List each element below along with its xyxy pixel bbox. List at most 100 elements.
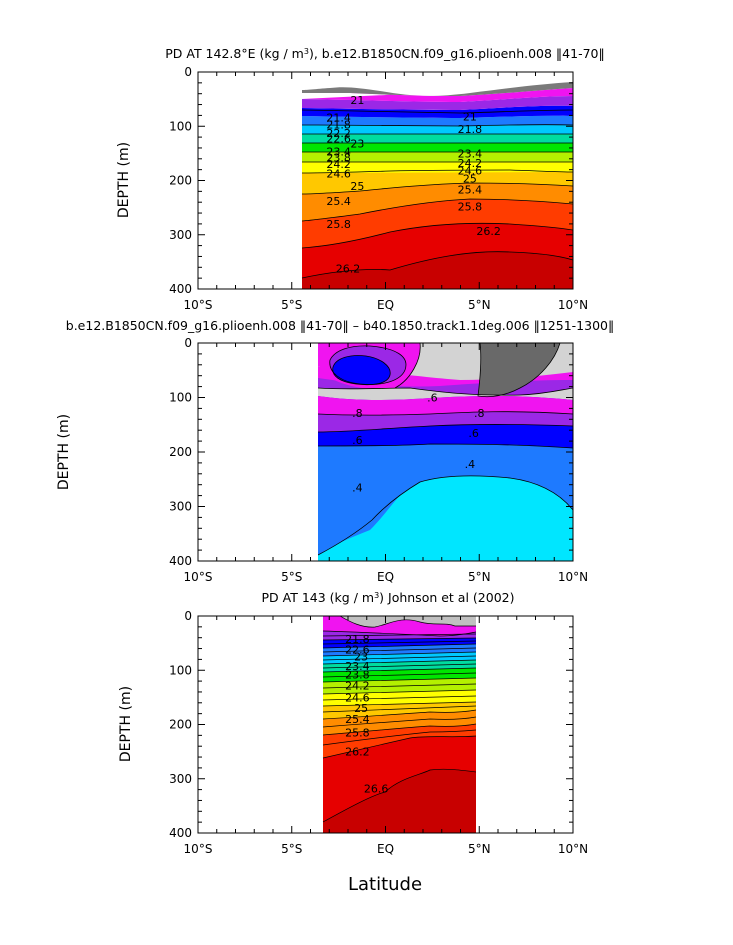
- x-tick-label: 5°S: [281, 298, 302, 312]
- contour-label: 25: [354, 702, 368, 715]
- panel-1-contour-lines: [301, 109, 573, 279]
- contour-label: 24.6: [458, 165, 483, 178]
- panel-1: PD AT 142.8°E (kg / m3), b.e12.B1850CN.f…: [116, 46, 605, 312]
- contour-label: 23.8: [326, 152, 351, 165]
- contour-label: 26.6: [364, 783, 389, 796]
- panel-1-band-21-8: [302, 96, 573, 110]
- contour-label: 21.8: [345, 633, 370, 646]
- panel-2-band-lower-violet: [318, 411, 573, 432]
- panel-1-band-22-6: [302, 115, 573, 126]
- contour-label: .8: [352, 407, 363, 420]
- y-tick-label: 0: [184, 609, 192, 623]
- panel-2-ticks: 10°S 5°S EQ 5°N 10°N 0 100 200 300 400: [169, 336, 588, 584]
- contour-label: 25.8: [458, 201, 483, 214]
- contour-label: 23: [354, 651, 368, 664]
- contour-label: 25.4: [326, 195, 351, 208]
- panel-2-ylabel: DEPTH (m): [56, 414, 72, 490]
- x-tick-label: 10°N: [558, 842, 588, 856]
- contour-label: 25.4: [345, 713, 370, 726]
- panel-2-contour-lines: [317, 343, 573, 556]
- panel-2-band-darkgrey: [478, 343, 560, 397]
- panel-1-field: 212121.421.821.822.222.62323.423.423.824…: [198, 72, 573, 289]
- panel-1-contour-labels: 212121.421.821.822.222.62323.423.423.824…: [326, 94, 501, 275]
- x-tick-label: 10°N: [558, 570, 588, 584]
- panel-2: b.e12.B1850CN.f09_g16.plioenh.008 ‖41-70…: [56, 318, 614, 584]
- contour-label: 22.2: [326, 127, 351, 140]
- contour-label: 24.6: [345, 691, 370, 704]
- panel-1-band-23: [302, 124, 573, 134]
- panel-2-band-deep-blue: [318, 424, 573, 448]
- contour-label: 23.8: [345, 669, 370, 682]
- y-tick-label: 0: [184, 336, 192, 350]
- y-tick-label: 200: [169, 445, 192, 459]
- panel-1-title: PD AT 142.8°E (kg / m3), b.e12.B1850CN.f…: [165, 46, 605, 61]
- y-tick-label: 0: [184, 65, 192, 79]
- contour-label: 24.6: [326, 167, 351, 180]
- contour-label: 26.2: [345, 746, 370, 759]
- panel-1-mask: [198, 72, 573, 289]
- panel-2-contour-labels: .6 .8 .8 .6 .6 .4 .4: [352, 392, 484, 495]
- panel-2-band-lower-lightgrey: [318, 388, 573, 400]
- x-tick-label: 10°S: [184, 842, 213, 856]
- panel-1-band-22-2: [302, 105, 573, 118]
- x-tick-label: 5°N: [468, 570, 491, 584]
- contour-label: 25.8: [326, 218, 351, 231]
- panel-1-band-24-2: [302, 151, 573, 162]
- panel-1-band-23-8: [302, 142, 573, 152]
- contour-label: 21.8: [326, 119, 351, 132]
- y-tick-label: 300: [169, 500, 192, 514]
- y-tick-label: 400: [169, 554, 192, 568]
- contour-label: 26.2: [336, 262, 361, 275]
- y-tick-label: 100: [169, 663, 192, 677]
- y-tick-label: 100: [169, 391, 192, 405]
- contour-label: 23.4: [458, 147, 483, 160]
- x-tick-label: 10°S: [184, 570, 213, 584]
- panel-1-band-26-2: [302, 223, 573, 278]
- x-tick-label: EQ: [377, 298, 394, 312]
- contour-label: 21.4: [326, 112, 351, 125]
- y-tick-label: 400: [169, 826, 192, 840]
- panel-3-ylabel: DEPTH (m): [118, 686, 134, 762]
- contour-label: .6: [352, 434, 363, 447]
- contour-label: 21: [463, 110, 477, 123]
- x-tick-label: 5°S: [281, 570, 302, 584]
- x-tick-label: 5°N: [468, 298, 491, 312]
- contour-label: 21.8: [458, 123, 483, 136]
- panel-2-core-blue: [332, 355, 391, 385]
- panel-1-band-25-8: [302, 199, 573, 248]
- contour-label: 24.2: [326, 158, 351, 171]
- contour-label: 24.2: [458, 157, 483, 170]
- panel-3-ticks: 10°S 5°S EQ 5°N 10°N 0 100 200 300 400: [169, 609, 588, 856]
- y-tick-label: 100: [169, 119, 192, 133]
- contour-label: 25.8: [345, 727, 370, 740]
- contour-label: .4: [352, 481, 363, 494]
- panel-3-title: PD AT 143 (kg / m3) Johnson et al (2002): [262, 590, 515, 605]
- contour-label: 26.2: [476, 225, 501, 238]
- y-tick-label: 300: [169, 772, 192, 786]
- contour-label: 23.4: [345, 660, 370, 673]
- panel-2-field: .6 .8 .8 .6 .6 .4 .4: [198, 343, 573, 561]
- contour-label: 25: [463, 172, 477, 185]
- y-tick-label: 300: [169, 228, 192, 242]
- x-tick-label: 10°S: [184, 298, 213, 312]
- panel-1-ticks: 10°S 5°S EQ 5°N 10°N 0 100 200 300 400: [169, 65, 588, 312]
- contour-label: 22.6: [345, 644, 370, 657]
- contour-label: 25.4: [458, 184, 483, 197]
- x-tick-label: EQ: [377, 842, 394, 856]
- x-tick-label: 5°N: [468, 842, 491, 856]
- contour-label: 24.2: [345, 679, 370, 692]
- panel-2-title: b.e12.B1850CN.f09_g16.plioenh.008 ‖41-70…: [66, 318, 614, 333]
- contour-label: 23.4: [326, 146, 351, 159]
- x-tick-label: EQ: [377, 570, 394, 584]
- contour-label: .6: [468, 427, 479, 440]
- y-tick-label: 400: [169, 282, 192, 296]
- panel-1-band-23-4: [302, 133, 573, 143]
- panel-1-band-25-4: [302, 183, 573, 221]
- contour-label: .6: [427, 392, 438, 405]
- contour-label: 21: [350, 94, 364, 107]
- panel-3-contour-lines: [322, 616, 477, 823]
- contour-label: .4: [465, 458, 476, 471]
